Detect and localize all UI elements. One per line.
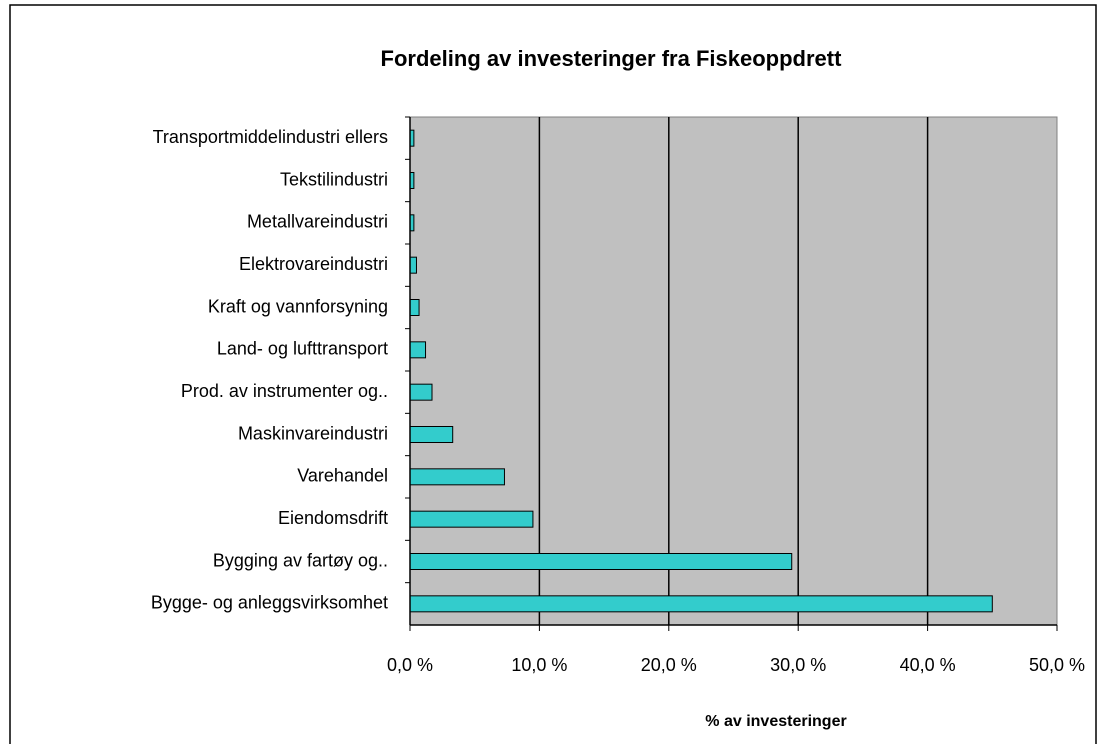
- y-tick-label: Transportmiddelindustri ellers: [153, 127, 388, 147]
- y-tick-label: Land- og lufttransport: [217, 339, 388, 359]
- bar: [409, 510, 534, 528]
- x-tick-label: 0,0 %: [387, 655, 433, 675]
- x-tick-label: 50,0 %: [1029, 655, 1085, 675]
- bar: [409, 299, 420, 316]
- bar: [409, 341, 427, 359]
- y-tick-label: Varehandel: [297, 466, 388, 486]
- chart-frame: [9, 4, 1097, 744]
- x-tick-label: 20,0 %: [641, 655, 697, 675]
- y-tick-label: Prod. av instrumenter og..: [181, 381, 388, 401]
- chart-title: Fordeling av investeringer fra Fiskeoppd…: [381, 46, 843, 71]
- y-tick-label: Eiendomsdrift: [278, 508, 388, 528]
- bar: [409, 553, 793, 570]
- x-tick-label: 30,0 %: [770, 655, 826, 675]
- bar: [409, 383, 433, 401]
- y-tick-label: Bygge- og anleggsvirksomhet: [151, 593, 388, 613]
- x-axis-title: % av investeringer: [705, 713, 846, 730]
- y-tick-label: Maskinvareindustri: [238, 423, 388, 443]
- y-tick-label: Bygging av fartøy og..: [213, 550, 388, 570]
- bar: [409, 426, 454, 443]
- plot-area: [409, 116, 1058, 626]
- y-tick-label: Kraft og vannforsyning: [208, 296, 388, 316]
- x-tick-label: 10,0 %: [511, 655, 567, 675]
- y-tick-label: Metallvareindustri: [247, 212, 388, 232]
- bar: [409, 468, 505, 486]
- y-tick-label: Elektrovareindustri: [239, 254, 388, 274]
- y-tick-label: Tekstilindustri: [280, 169, 388, 189]
- x-tick-label: 40,0 %: [900, 655, 956, 675]
- bar: [409, 256, 417, 274]
- bar: [409, 595, 993, 613]
